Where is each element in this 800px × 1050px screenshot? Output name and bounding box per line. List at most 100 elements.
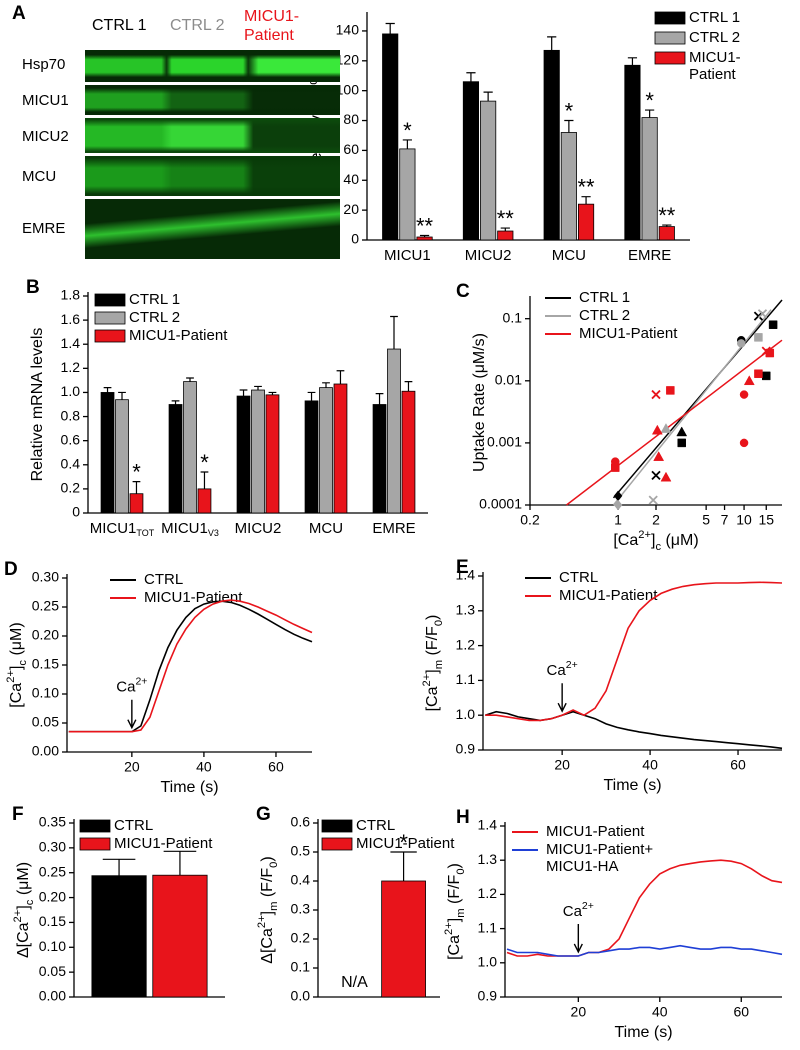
y-tick-label: 0.25 [32,598,59,614]
x-tick-label: 60 [268,759,284,775]
y-tick-label: 0.15 [32,656,59,672]
fit-line [566,339,783,506]
bar [333,383,348,514]
error-bar [645,109,655,118]
point [743,375,755,386]
error-bar [200,471,209,489]
y-tick-label: 1.1 [478,919,498,935]
annotation-arrow [557,683,567,713]
y-tick-label: 0.30 [32,569,59,585]
point [754,333,763,342]
bar [129,493,144,514]
bar [319,387,333,514]
bar [197,488,212,514]
y-tick-label: 0.0 [291,988,311,1004]
label-part: 2+ [582,900,594,912]
x-tick-label: MCU [309,520,343,537]
blot-row-label: EMRE [22,220,66,237]
significance: * [565,98,574,123]
label-part: 0 [433,620,445,626]
blot-band [85,85,340,115]
significance: * [403,118,412,143]
bar [387,348,401,514]
blot-column: CTRL 1 [92,17,147,34]
y-axis-label: [Ca2+]m (F/F0) [421,615,445,712]
bar [372,404,387,514]
y-axis-label: Uptake Rate (μM/s) [471,333,488,472]
significance: * [399,830,408,855]
annotation-label: Ca2+ [547,659,578,679]
label-part: ] [259,911,276,915]
bar [641,117,658,241]
bar [543,49,560,241]
error-bar [390,315,398,350]
line [485,581,783,722]
annotation-arrow [127,699,137,730]
fit-line [612,299,783,499]
label-part: 2+ [12,910,24,923]
label-part: 2+ [256,915,268,928]
point [660,423,672,433]
bar [115,399,129,514]
point [762,371,771,381]
point [651,470,661,481]
x-tick-label: MICU2 [235,520,282,537]
x-tick-label: 5 [702,512,710,528]
label-part: 2+ [421,674,433,687]
y-tick-label: 1.1 [456,671,476,687]
bar [577,203,595,241]
label-part: Time (s) [603,777,661,794]
y-tick-label: 0.00 [39,988,66,1004]
legend-swatch [94,329,126,343]
bar [236,395,251,514]
x-tick-label: 7 [721,512,729,528]
y-axis-label: Relative mRNA levels [29,328,46,482]
y-tick-label: 0.5 [291,843,311,859]
x-tick-label: 60 [733,1004,749,1020]
bar [658,226,675,241]
x-tick-label: 20 [554,757,570,773]
error-bar [171,400,180,405]
x-tick-label: MICU2 [465,247,512,264]
y-tick-label: 1.2 [61,359,81,375]
label-part: Δ[Ca [259,928,276,964]
significance: * [645,88,654,113]
label-part: (F/F [424,626,441,660]
label-part: ) [446,863,463,868]
panel-label: D [4,559,18,580]
label-part: [Ca [424,686,441,711]
y-tick-label: 0.10 [39,938,66,954]
value-label: N/A [341,974,368,991]
error-bar [336,370,345,385]
point [737,339,746,348]
point [666,386,675,395]
error-bar [118,391,126,400]
error-bar [239,389,248,397]
y-tick-label: 1.0 [61,383,81,399]
point [757,309,768,319]
y-tick-label: 0.6 [61,431,81,447]
legend-label: MICU1-Patient [579,325,678,342]
x-tick-label: 40 [642,757,658,773]
error-bar [547,36,557,51]
legend-label: MICU1-Patient [114,835,213,852]
panel-label: F [12,804,24,825]
legend-label: MICU1-Patient+ MICU1-HA [546,841,657,875]
error-bar [419,234,430,238]
significance: ** [497,206,515,231]
blot-band [85,118,340,153]
y-tick-label: 20 [343,201,359,217]
label-part: TOT [136,528,154,538]
point [611,457,620,466]
label-part: Ca [116,679,136,696]
bar [183,381,197,514]
y-tick-label: 0.9 [456,741,476,757]
x-tick-label: 15 [758,512,774,528]
error-bar [500,227,510,232]
error-bar [102,858,136,876]
label-part: ] [651,532,655,549]
legend-label: MICU1-Patient [129,327,228,344]
y-tick-label: 0.20 [32,627,59,643]
